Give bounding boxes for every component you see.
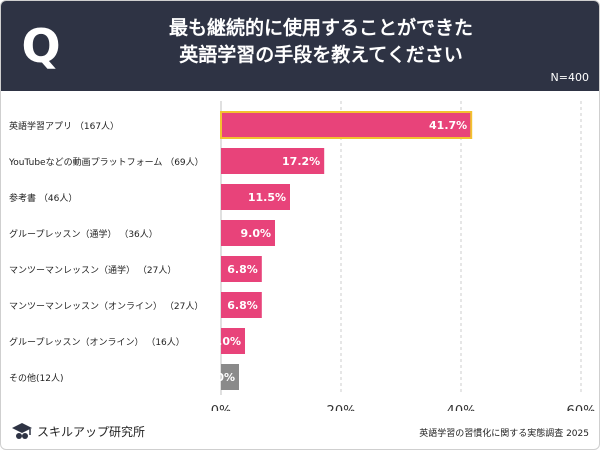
bar xyxy=(221,220,275,246)
bar xyxy=(221,256,262,282)
x-tick-label: 60% xyxy=(567,404,596,411)
bar-value-label: 9.0% xyxy=(240,227,271,240)
category-label: 参考書 （46人） xyxy=(9,192,77,204)
bar-value-label: 3.0% xyxy=(204,371,235,384)
sample-size-label: N=400 xyxy=(550,71,589,84)
brand-name: スキルアップ研究所 xyxy=(37,424,146,439)
bar-value-label: 41.7% xyxy=(429,119,467,132)
bar xyxy=(221,292,262,318)
survey-source: 英語学習の習慣化に関する実態調査 2025 xyxy=(419,429,589,439)
x-tick-label: 0% xyxy=(211,404,232,411)
graduation-cap-icon xyxy=(12,423,32,439)
category-label: グループレッスン（オンライン） （16人） xyxy=(9,336,185,348)
category-label: グループレッスン（通学） （36人） xyxy=(9,228,158,240)
question-mark-badge: Q xyxy=(21,19,61,73)
bar xyxy=(221,184,290,210)
category-label: マンツーマンレッスン（オンライン） （27人） xyxy=(9,301,203,312)
bar-value-label: 17.2% xyxy=(282,155,320,168)
bar xyxy=(221,328,245,354)
bar xyxy=(221,364,239,390)
bar-value-label: 6.8% xyxy=(227,299,258,312)
bar xyxy=(220,111,473,139)
brand-logo: スキルアップ研究所 xyxy=(11,421,145,441)
category-label: 英語学習アプリ （167人） xyxy=(9,120,119,132)
bar xyxy=(221,148,325,174)
header-banner: Q 最も継続的に使用することができた 英語学習の手段を教えてください N=400 xyxy=(1,1,599,91)
chart-title: 最も継続的に使用することができた 英語学習の手段を教えてください xyxy=(168,17,473,66)
x-tick-label: 40% xyxy=(447,404,476,411)
category-label: YouTubeなどの動画プラットフォーム （69人） xyxy=(8,157,204,168)
bar-chart: 0% 20% 40% 60% 英語学習アプリ （167人） 41.7% YouTubeなどの… xyxy=(8,101,596,411)
bar-value-label: 6.8% xyxy=(227,263,258,276)
x-tick-label: 20% xyxy=(327,404,356,411)
bar-value-label: 11.5% xyxy=(248,191,286,204)
category-label: その他(12人) xyxy=(9,372,63,384)
bar-value-label: 4.0% xyxy=(210,335,241,348)
category-label: マンツーマンレッスン（通学） （27人） xyxy=(9,264,176,276)
